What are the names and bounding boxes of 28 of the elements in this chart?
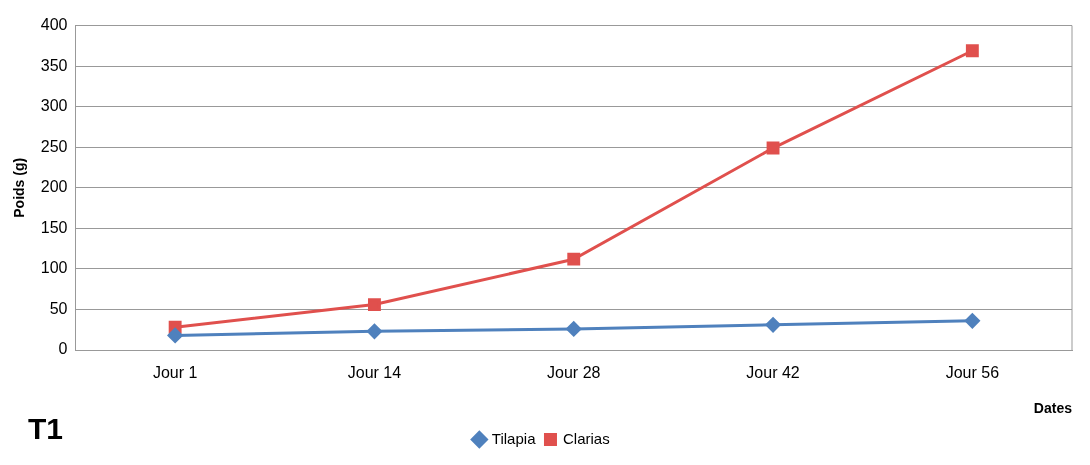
legend-label: Tilapia	[491, 429, 537, 447]
y-tick-label: 300	[40, 97, 68, 115]
point	[766, 141, 780, 155]
point	[765, 317, 781, 333]
y-tick-label: 350	[40, 56, 68, 74]
y-axis-title: Poids (g)	[11, 157, 28, 218]
point	[366, 323, 382, 339]
y-tick-label: 150	[40, 218, 68, 236]
y-tick-label: 100	[40, 259, 68, 277]
text: T1	[28, 412, 64, 446]
y-tick-label: 200	[40, 178, 68, 196]
point	[965, 44, 979, 58]
y-tick-label: 400	[40, 16, 68, 34]
x-tick-label: Jour 56	[945, 364, 1000, 382]
x-axis-title: Dates	[1033, 400, 1073, 417]
y-tick-label: 0	[58, 340, 68, 358]
legend-label: Clarias	[562, 429, 610, 447]
point	[964, 313, 980, 329]
point	[567, 252, 581, 266]
x-tick-label: Jour 14	[347, 364, 402, 382]
y-tick-label: 250	[40, 137, 68, 155]
point	[566, 321, 582, 337]
point	[167, 327, 183, 343]
y-tick-label: 50	[49, 299, 68, 317]
point	[368, 298, 381, 312]
x-tick-label: Jour 28	[547, 364, 601, 382]
x-tick-label: Jour 1	[152, 364, 198, 382]
x-tick-label: Jour 42	[746, 364, 800, 382]
